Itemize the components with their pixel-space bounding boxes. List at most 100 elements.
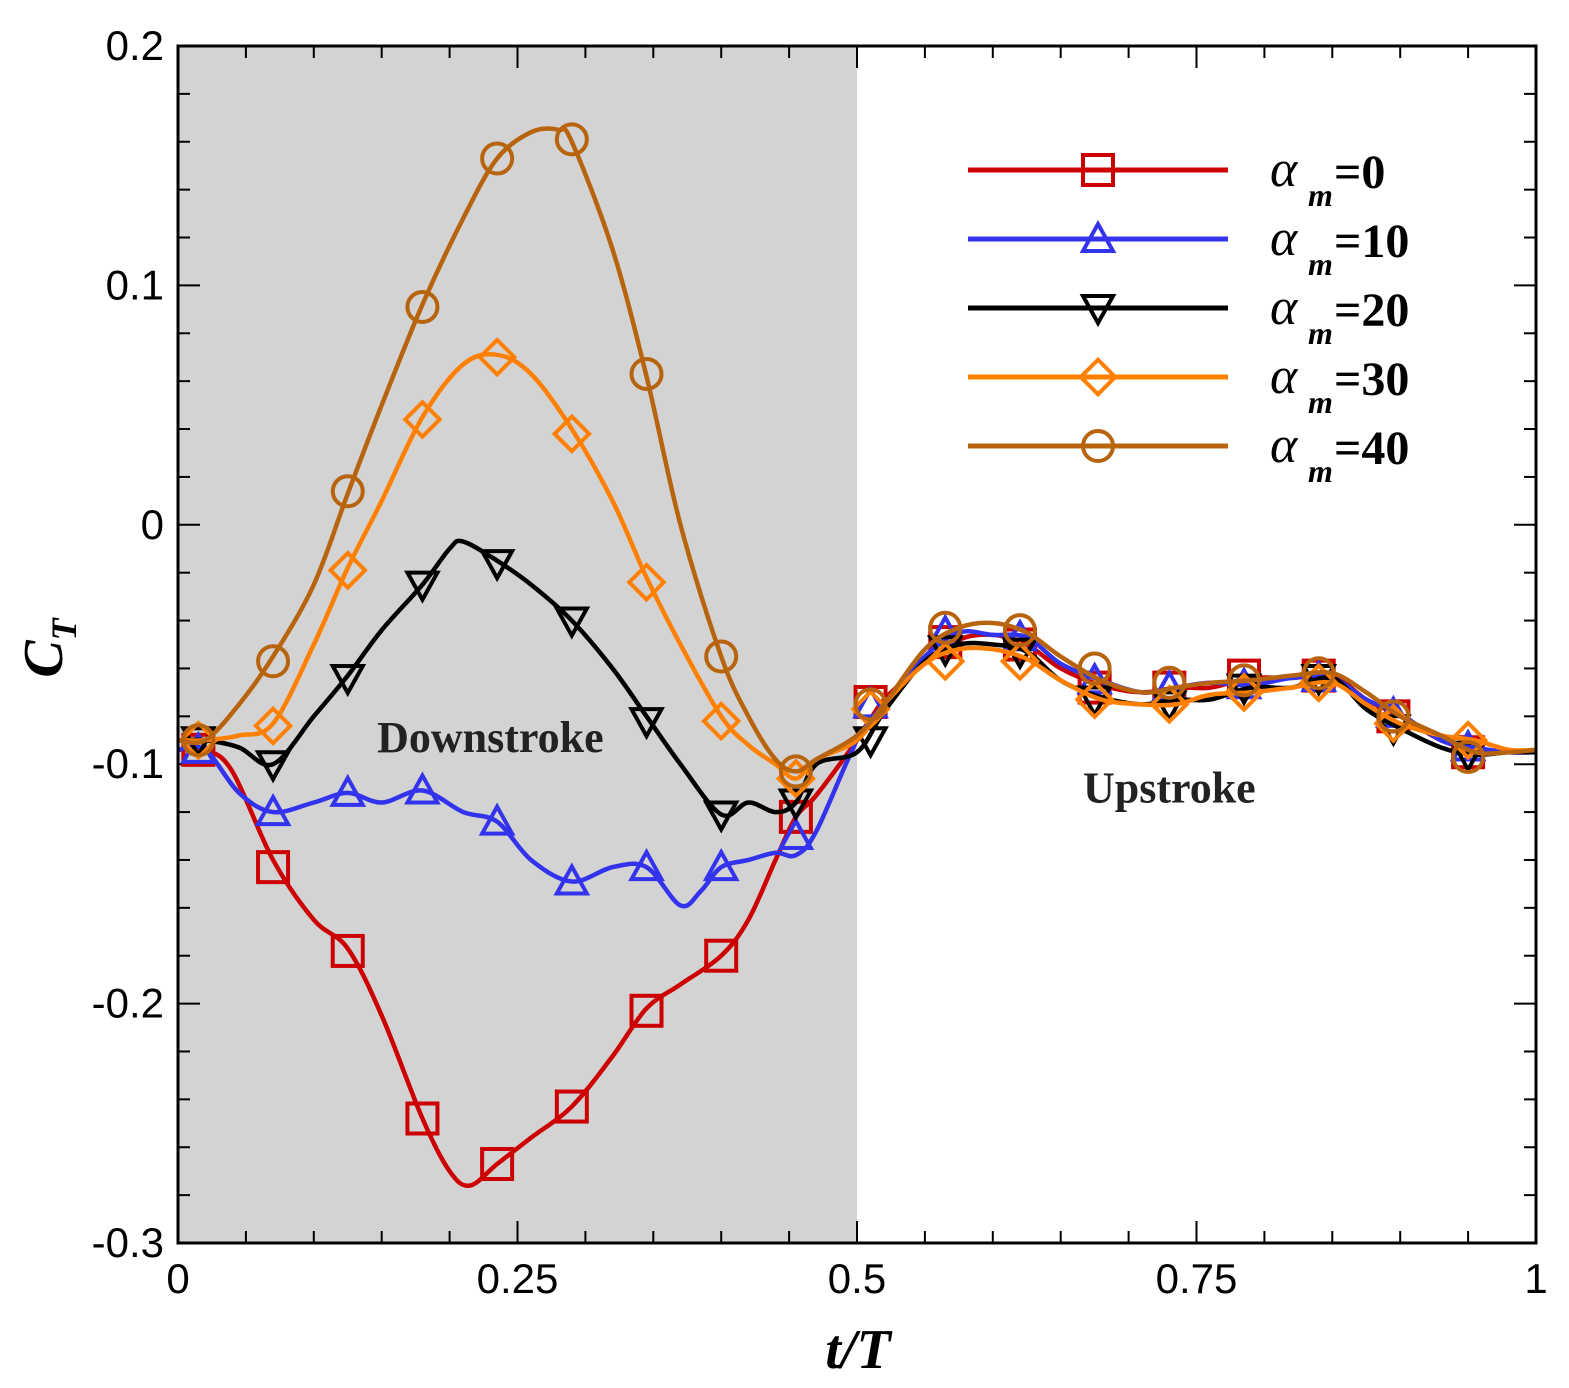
circle-marker xyxy=(1077,651,1112,686)
circle-marker xyxy=(778,754,813,789)
legend-subscript: m xyxy=(1308,177,1333,213)
diamond-marker xyxy=(701,701,742,742)
y-axis-title: CT xyxy=(13,616,84,677)
x-tick-label: 0.75 xyxy=(1156,1255,1238,1302)
y-axis-title-sub: T xyxy=(44,616,84,640)
circle-marker xyxy=(181,723,216,758)
square-marker xyxy=(554,1089,589,1124)
square-marker xyxy=(704,938,739,973)
triangle-up-marker xyxy=(553,862,591,896)
legend-entry: α m =0 xyxy=(968,141,1385,213)
annotation-label: Upstroke xyxy=(1083,764,1256,813)
diamond-marker xyxy=(999,641,1041,682)
triangle-down-marker xyxy=(254,750,292,784)
tick-labels: 0 0.25 0.5 0.75 1 -0.3 -0.2 -0.1 0 0.1 0.2 xyxy=(92,22,1548,1302)
triangle-up-marker xyxy=(478,802,516,836)
diamond-marker xyxy=(925,641,966,682)
legend-diamond-marker xyxy=(1077,356,1119,398)
circle-marker xyxy=(629,356,664,391)
circle-marker xyxy=(405,289,440,324)
triangle-down-marker xyxy=(553,606,591,640)
y-axis-title-main: C xyxy=(13,640,75,678)
circle-marker xyxy=(1376,699,1411,734)
square-marker xyxy=(405,1101,440,1136)
circle-marker xyxy=(1002,613,1037,648)
y-tick-label: 0.1 xyxy=(106,261,164,308)
legend-subscript: m xyxy=(1308,384,1333,420)
x-tick-label: 0.25 xyxy=(477,1255,559,1302)
x-axis-title: t/T xyxy=(825,1319,893,1381)
diamond-marker xyxy=(252,705,294,746)
circle-marker xyxy=(853,687,888,722)
square-marker xyxy=(480,1146,515,1181)
legend-subscript: m xyxy=(1308,246,1333,282)
legend-value: =30 xyxy=(1334,353,1409,406)
x-tick-label: 0.5 xyxy=(828,1255,886,1302)
circle-marker xyxy=(1227,663,1262,698)
legend: α m =0α m =10α m =20α m =30α m =40 xyxy=(968,141,1409,489)
triangle-down-marker xyxy=(404,570,441,604)
diamond-marker xyxy=(327,550,368,591)
svg-text:CT: CT xyxy=(13,616,84,677)
triangle-down-marker xyxy=(777,788,815,822)
triangle-down-marker xyxy=(628,707,665,741)
circle-marker xyxy=(554,122,589,157)
y-tick-label: -0.1 xyxy=(92,740,164,787)
legend-value: =40 xyxy=(1334,422,1409,475)
diamond-marker xyxy=(1149,684,1190,725)
series-line xyxy=(177,126,1537,774)
circle-marker xyxy=(1451,740,1486,775)
y-tick-label: -0.3 xyxy=(92,1219,164,1266)
x-tick-label: 0 xyxy=(166,1255,189,1302)
downstroke-shaded-region xyxy=(178,46,857,1243)
circle-marker xyxy=(1301,656,1336,691)
legend-value: =20 xyxy=(1334,284,1409,337)
triangle-up-marker xyxy=(329,773,367,807)
diamond-marker xyxy=(1074,679,1115,720)
circle-marker xyxy=(1152,665,1187,700)
circle-marker xyxy=(330,474,365,509)
plot-frame xyxy=(176,44,1538,1245)
legend-circle-marker xyxy=(1081,429,1115,463)
triangle-up-marker xyxy=(254,792,292,827)
series-circle xyxy=(177,122,1537,789)
diamond-marker xyxy=(775,758,816,799)
x-tick-label: 1 xyxy=(1524,1255,1547,1302)
legend-entry: α m =10 xyxy=(968,210,1409,282)
annotations: Downstroke Upstroke xyxy=(377,713,1256,812)
legend-entry: α m =30 xyxy=(968,348,1409,420)
annotation-label: Downstroke xyxy=(377,713,604,762)
triangle-down-marker xyxy=(329,664,367,698)
y-tick-label: 0.2 xyxy=(106,22,164,69)
y-tick-label: 0 xyxy=(141,501,164,548)
legend-square-marker xyxy=(1081,153,1115,187)
circle-marker xyxy=(256,644,291,679)
diamond-marker xyxy=(551,413,592,454)
circle-marker xyxy=(704,639,739,674)
triangle-up-marker xyxy=(702,848,740,882)
circle-marker xyxy=(928,610,963,645)
legend-alpha: α xyxy=(1270,141,1299,198)
diamond-marker xyxy=(402,399,443,440)
diamond-marker xyxy=(1448,720,1489,761)
legend-entry: α m =40 xyxy=(968,417,1409,489)
square-marker xyxy=(629,993,664,1028)
diamond-marker xyxy=(1298,662,1339,703)
square-marker xyxy=(330,933,365,968)
legend-alpha: α xyxy=(1270,279,1299,336)
legend-alpha: α xyxy=(1270,417,1299,474)
legend-triangle-up-marker xyxy=(1079,219,1117,253)
legend-alpha: α xyxy=(1270,210,1299,267)
legend-triangle-down-marker xyxy=(1079,294,1117,328)
triangle-up-marker xyxy=(628,848,665,882)
circle-marker xyxy=(480,141,515,176)
triangle-down-marker xyxy=(702,800,740,834)
triangle-up-marker xyxy=(404,771,441,805)
square-marker xyxy=(256,850,291,885)
triangle-up-marker xyxy=(777,816,815,851)
diamond-marker xyxy=(626,562,667,603)
triangle-up-marker xyxy=(852,685,889,719)
diamond-marker xyxy=(477,337,518,378)
legend-value: =0 xyxy=(1334,146,1385,199)
